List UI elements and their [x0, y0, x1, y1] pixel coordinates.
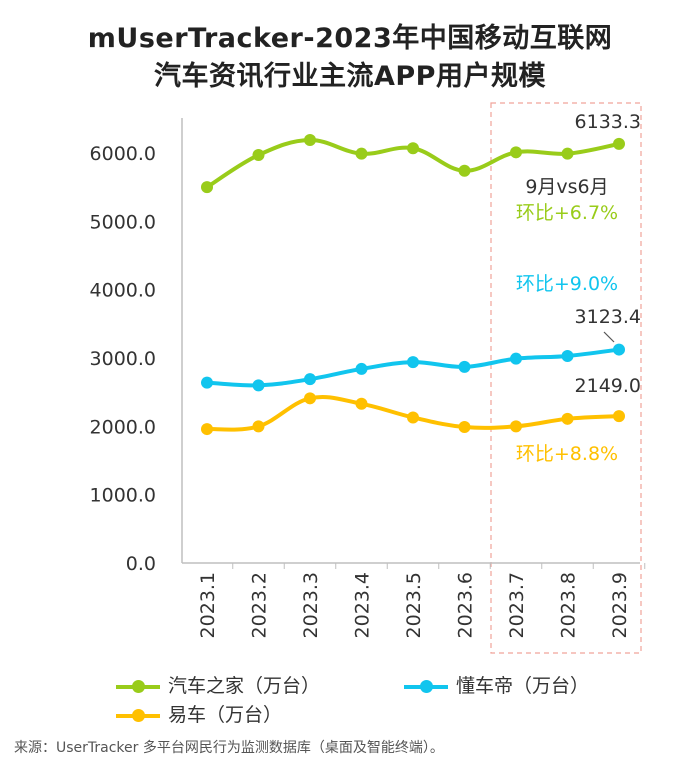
data-point-yiche [201, 423, 213, 436]
x-tick-label: 2023.2 [249, 572, 271, 638]
data-point-yiche [613, 410, 625, 423]
data-point-yiche [252, 420, 265, 433]
data-point-autohome [252, 149, 265, 162]
legend-swatch-yiche [116, 708, 160, 722]
data-point-autohome [613, 137, 625, 150]
legend-swatch-autohome [116, 679, 160, 693]
data-point-yiche [355, 397, 368, 410]
data-point-autohome [304, 134, 316, 147]
data-point-autohome [510, 146, 522, 159]
data-point-dongchedi [561, 349, 574, 362]
source-note: 来源：UserTracker 多平台网民行为监测数据库（桌面及智能终端）。 [14, 740, 444, 756]
label-yiche-last: 2149.0 [575, 375, 641, 397]
y-tick-label: 0.0 [126, 553, 156, 575]
data-point-dongchedi [355, 362, 368, 375]
data-point-autohome [458, 164, 471, 177]
x-tick-label: 2023.1 [197, 572, 219, 638]
y-tick-label: 5000.0 [90, 211, 156, 233]
data-point-dongchedi [613, 343, 625, 356]
label-dongchedi-mom: 环比+9.0% [516, 273, 618, 295]
data-point-dongchedi [252, 379, 265, 392]
data-point-dongchedi [201, 376, 213, 389]
data-point-yiche [561, 412, 574, 425]
chart-title-line2: 汽车资讯行业主流APP用户规模 [154, 61, 546, 92]
data-point-yiche [407, 411, 419, 424]
data-point-autohome [355, 147, 368, 160]
x-tick-label: 2023.8 [558, 572, 580, 638]
x-tick-label: 2023.4 [352, 572, 374, 638]
legend-item-autohome: 汽车之家（万台） [116, 671, 320, 698]
legend-label-autohome: 汽车之家（万台） [168, 675, 321, 697]
data-point-yiche [510, 420, 522, 433]
x-tick-label: 2023.6 [455, 572, 477, 638]
label-autohome-mom: 环比+6.7% [516, 202, 618, 224]
label-yiche-mom: 环比+8.8% [516, 443, 618, 465]
x-tick-label: 2023.9 [609, 572, 631, 638]
data-point-dongchedi [458, 360, 471, 373]
legend-swatch-dongchedi [404, 679, 448, 693]
label-autohome-last: 6133.3 [575, 111, 641, 133]
data-point-dongchedi [510, 352, 522, 365]
label-dongchedi-leader [603, 331, 615, 343]
highlight-box [490, 102, 642, 654]
data-point-yiche [458, 421, 471, 434]
y-tick-label: 4000.0 [90, 280, 156, 302]
chart-title-line1: mUserTracker-2023年中国移动互联网 [87, 23, 613, 54]
x-tick-label: 2023.3 [300, 572, 322, 638]
data-point-dongchedi [304, 373, 316, 386]
legend-item-yiche: 易车（万台） [116, 700, 282, 727]
legend-label-yiche: 易车（万台） [168, 704, 283, 726]
data-point-autohome [201, 181, 213, 194]
x-tick-label: 2023.5 [403, 572, 425, 638]
x-tick-label: 2023.7 [506, 572, 528, 638]
y-tick-label: 1000.0 [90, 485, 156, 507]
label-autohome-compare: 9月vs6月 [525, 176, 608, 198]
data-point-autohome [407, 142, 419, 155]
data-point-yiche [304, 392, 316, 405]
legend-label-dongchedi: 懂车帝（万台） [456, 675, 590, 697]
legend-item-dongchedi: 懂车帝（万台） [404, 671, 589, 698]
y-tick-label: 6000.0 [90, 143, 156, 165]
data-point-dongchedi [407, 356, 419, 369]
data-point-autohome [561, 147, 574, 160]
y-tick-label: 2000.0 [90, 416, 156, 438]
label-dongchedi-last: 3123.4 [575, 306, 641, 328]
y-tick-label: 3000.0 [90, 348, 156, 370]
